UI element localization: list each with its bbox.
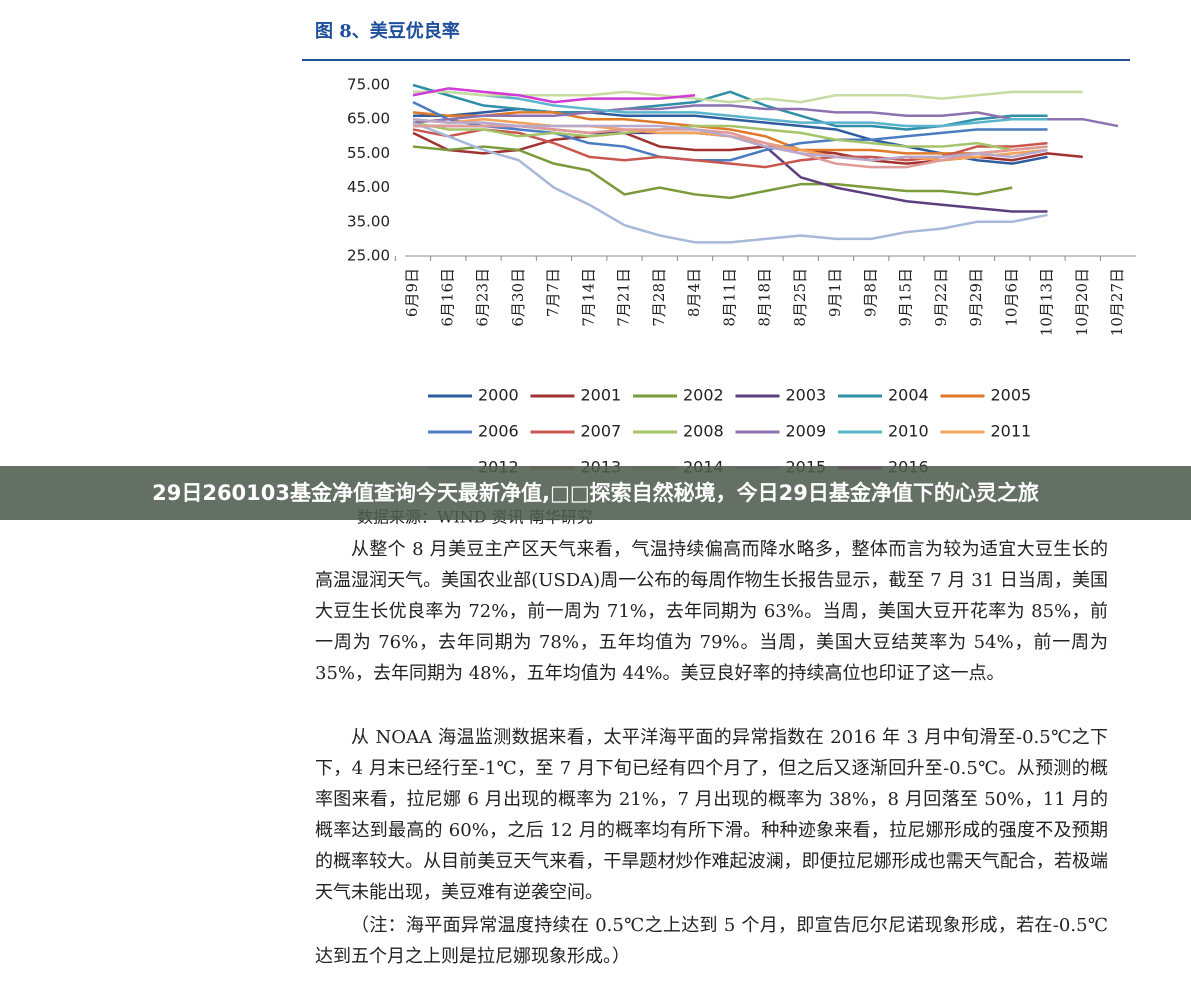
x-tick-label: 6月16日 [438, 268, 456, 327]
paragraph: 从整个 8 月美豆主产区天气来看，气温持续偏高而降水略多，整体而言为较为适宜大豆… [315, 539, 1108, 684]
series-line [412, 87, 696, 104]
x-tick-label: 9月8日 [861, 268, 879, 317]
x-tick-label: 7月21日 [615, 268, 633, 327]
x-tick-label: 9月22日 [932, 268, 950, 327]
legend-label: 2007 [581, 422, 622, 441]
legend-label: 2000 [478, 386, 519, 405]
paragraph: （注：海平面异常温度持续在 0.5℃之上达到 5 个月，即宣告厄尔尼诺现象形成，… [315, 915, 1108, 967]
x-tick-label: 9月1日 [826, 268, 844, 317]
y-tick-label: 65.00 [347, 110, 390, 128]
x-tick-label: 10月20日 [1073, 268, 1091, 336]
x-tick-label: 8月25日 [791, 268, 809, 327]
x-tick-label: 8月4日 [685, 268, 703, 317]
x-tick-label: 7月28日 [650, 268, 668, 327]
y-tick-label: 45.00 [347, 178, 390, 196]
x-tick-label: 9月15日 [897, 268, 915, 327]
series-line [412, 121, 1048, 244]
series-line [412, 145, 1013, 200]
figure-title: 图 8、美豆优良率 [315, 20, 460, 42]
legend-label: 2004 [888, 386, 929, 405]
series-line [412, 111, 1048, 155]
series-line [412, 100, 1048, 162]
legend-label: 2001 [581, 386, 622, 405]
y-tick-label: 35.00 [347, 212, 390, 230]
x-tick-label: 9月29日 [967, 268, 985, 327]
banner: 29日260103基金净值查询今天最新净值,□□探索自然秘境，今日29日基金净值… [0, 466, 1191, 520]
series-line [412, 104, 1119, 128]
legend-label: 2011 [991, 422, 1032, 441]
paragraph: 从 NOAA 海温监测数据来看，太平洋海平面的异常指数在 2016 年 3 月中… [315, 727, 1108, 903]
legend-label: 2006 [478, 422, 519, 441]
series-line [412, 121, 1048, 152]
legend-label: 2003 [786, 386, 827, 405]
x-tick-label: 10月6日 [1002, 268, 1020, 327]
series-line [412, 117, 1048, 162]
x-tick-label: 8月11日 [720, 268, 738, 327]
x-tick-label: 8月18日 [756, 268, 774, 327]
legend-label: 2009 [786, 422, 827, 441]
legend-label: 2008 [683, 422, 724, 441]
legend-label: 2005 [991, 386, 1032, 405]
x-tick-label: 10月13日 [1038, 268, 1056, 336]
x-tick-label: 6月23日 [474, 268, 492, 327]
series-line [413, 90, 1048, 128]
legend-label: 2010 [888, 422, 929, 441]
x-tick-label: 6月9日 [403, 268, 421, 317]
y-tick-label: 55.00 [347, 144, 390, 162]
y-tick-label: 25.00 [347, 247, 390, 265]
x-tick-label: 7月7日 [544, 268, 562, 317]
x-tick-label: 7月14日 [579, 268, 597, 327]
legend-label: 2002 [683, 386, 724, 405]
x-tick-label: 6月30日 [509, 268, 527, 327]
y-tick-label: 75.00 [347, 76, 390, 94]
x-tick-label: 10月27日 [1108, 268, 1126, 336]
